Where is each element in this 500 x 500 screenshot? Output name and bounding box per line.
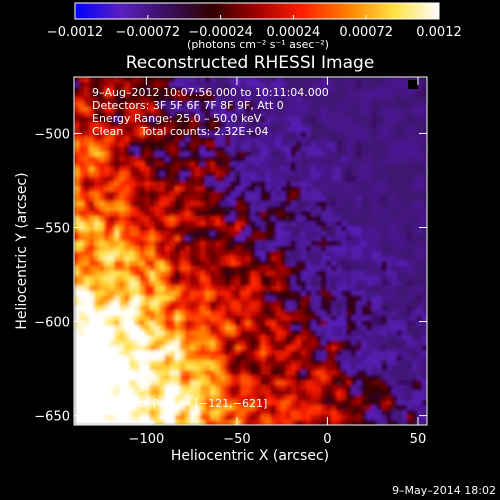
y-axis-ticks: −650 −600 −550 −500: [34, 127, 427, 425]
plot-frame: [73, 76, 428, 426]
colorbar: −0.0012 −0.00072 −0.00024 0.00024 0.00072 0.0…: [47, 2, 462, 51]
x-tick-label: 50: [410, 432, 427, 447]
colorbar-tick-labels: −0.0012 −0.00072 −0.00024 0.00024 0.00072 0.0…: [47, 25, 462, 40]
y-tick-label: −550: [34, 221, 70, 236]
y-tick-label: −500: [34, 127, 70, 142]
chart-title: Reconstructed RHESSI Image: [126, 53, 375, 73]
x-axis-label: Heliocentric X (arcsec): [171, 448, 329, 464]
colorbar-tick-label: 0.00024: [267, 25, 321, 40]
annotation-block: 9–Aug–2012 10:07:56.000 to 10:11:04.000 …: [92, 86, 329, 410]
annotation-time-range: 9–Aug–2012 10:07:56.000 to 10:11:04.000: [92, 86, 329, 99]
annotation-peak: Position of Peak = [−121,−621]: [92, 397, 267, 410]
y-tick-label: −650: [34, 410, 70, 425]
footer-timestamp: 9–May–2014 18:02: [392, 484, 496, 497]
annotation-detectors: Detectors: 3F 5F 6F 7F 8F 9F, Att 0: [92, 99, 284, 112]
colorbar-tick-label: 0.00072: [339, 25, 393, 40]
colorbar-tick-label: −0.00072: [115, 25, 180, 40]
colorbar-tick-label: −0.0012: [47, 25, 103, 40]
peak-marker: [103, 356, 114, 367]
colorbar-units: (photons cm⁻² s⁻¹ asec⁻²): [187, 38, 329, 51]
annotation-energy: Energy Range: 25.0 – 50.0 keV: [92, 112, 262, 125]
x-tick-label: −50: [223, 432, 250, 447]
colorbar-tick-label: −0.00024: [188, 25, 253, 40]
x-axis-ticks: −100 −50 0 50: [129, 77, 427, 447]
y-tick-label: −600: [34, 316, 70, 331]
corner-marker: [408, 80, 418, 89]
annotation-clean: Clean Total counts: 2.32E+04: [92, 125, 269, 138]
y-axis-label: Heliocentric Y (arcsec): [14, 172, 30, 329]
x-tick-label: −100: [129, 432, 165, 447]
heatmap-image: [74, 77, 427, 425]
x-tick-label: 0: [323, 432, 331, 447]
colorbar-gradient: [74, 2, 440, 20]
colorbar-tick-label: 0.0012: [416, 25, 462, 40]
colorbar-ticks: [74, 15, 440, 19]
